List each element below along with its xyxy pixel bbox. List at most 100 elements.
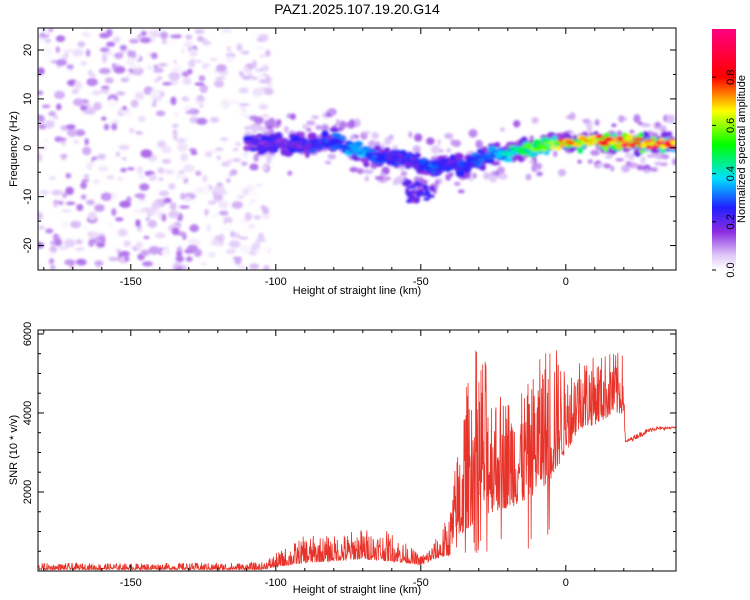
- snr-y-axis-label: SNR (10 * v/v): [8, 415, 20, 485]
- noise-speckle: [244, 212, 252, 222]
- halo-speckle: [498, 173, 508, 180]
- noise-speckle: [119, 200, 131, 208]
- ridge-blob: [260, 140, 269, 144]
- noise-speckle: [44, 120, 55, 129]
- noise-speckle: [80, 194, 87, 200]
- heatmap-y-tick-label: -20: [22, 238, 34, 254]
- halo-speckle: [371, 131, 380, 140]
- noise-speckle: [139, 183, 150, 191]
- noise-speckle: [61, 153, 66, 161]
- noise-speckle: [130, 99, 139, 108]
- ridge-blob: [554, 146, 562, 151]
- halo-speckle: [374, 176, 384, 180]
- ridge-blob: [503, 157, 513, 163]
- halo-speckle: [621, 165, 631, 173]
- noise-speckle: [124, 113, 135, 118]
- halo-speckle: [595, 163, 605, 168]
- noise-speckle: [142, 261, 153, 267]
- ridge-blob: [479, 150, 486, 155]
- ridge-blob: [526, 152, 536, 156]
- noise-speckle: [100, 192, 113, 201]
- halo-speckle: [430, 145, 441, 154]
- noise-speckle: [176, 137, 187, 144]
- ridge-blob: [454, 152, 464, 160]
- noise-speckle: [70, 220, 82, 229]
- ridge-blob: [291, 135, 302, 143]
- halo-speckle: [586, 124, 593, 134]
- ridge-blob: [602, 144, 609, 153]
- halo-speckle: [437, 138, 442, 146]
- noise-speckle: [111, 191, 117, 199]
- ridge-blob: [331, 138, 341, 142]
- ridge-blob: [615, 145, 622, 148]
- noise-speckle: [255, 68, 262, 73]
- halo-speckle: [605, 154, 613, 159]
- halo-speckle: [290, 113, 296, 120]
- ridge-blob: [243, 140, 253, 145]
- noise-speckle: [201, 40, 212, 46]
- snr-frame: [37, 329, 677, 572]
- noise-speckle: [216, 31, 223, 36]
- noise-speckle: [130, 64, 142, 69]
- noise-speckle: [138, 175, 146, 180]
- heatmap-layer: [38, 28, 676, 270]
- halo-speckle: [654, 121, 661, 128]
- noise-speckle: [258, 79, 270, 84]
- noise-speckle: [151, 102, 157, 108]
- noise-speckle: [134, 209, 142, 214]
- halo-speckle: [262, 163, 269, 172]
- noise-speckle: [80, 105, 88, 111]
- halo-speckle: [636, 164, 644, 171]
- ridge-blob: [518, 156, 524, 163]
- noise-speckle: [154, 200, 162, 204]
- noise-speckle: [54, 238, 63, 247]
- heatmap-y-tick-label: 10: [22, 93, 34, 105]
- heatmap-y-axis-label: Frequency (Hz): [8, 111, 20, 187]
- halo-speckle: [287, 170, 293, 176]
- noise-speckle: [241, 151, 250, 159]
- noise-speckle: [179, 205, 190, 209]
- noise-speckle: [67, 128, 77, 137]
- heatmap-x-tick-label: -100: [265, 276, 287, 288]
- noise-speckle: [65, 201, 76, 205]
- noise-speckle: [207, 251, 217, 258]
- noise-speckle: [135, 219, 141, 228]
- noise-speckle: [253, 215, 261, 220]
- noise-speckle: [258, 103, 268, 110]
- noise-speckle: [132, 66, 144, 76]
- noise-speckle: [86, 199, 95, 206]
- noise-speckle: [227, 35, 233, 41]
- noise-speckle: [50, 265, 56, 270]
- ridge-blob: [414, 180, 421, 187]
- colorbar-tick-label: 0.4: [725, 166, 737, 181]
- noise-speckle: [141, 123, 149, 132]
- noise-speckle: [252, 126, 257, 134]
- halo-speckle: [553, 150, 558, 158]
- ridge-blob: [658, 137, 665, 142]
- noise-speckle: [113, 36, 121, 44]
- heatmap-y-tick-label: 0: [22, 145, 34, 151]
- halo-speckle: [325, 112, 333, 117]
- noise-speckle: [137, 115, 146, 123]
- noise-speckle: [235, 257, 241, 262]
- halo-speckle: [468, 129, 478, 138]
- noise-speckle: [228, 173, 234, 177]
- heatmap-x-axis-label: Height of straight line (km): [293, 285, 421, 297]
- noise-speckle: [238, 87, 249, 94]
- noise-speckle: [209, 57, 218, 62]
- ridge-blob: [276, 142, 285, 147]
- halo-speckle: [643, 168, 651, 173]
- noise-speckle: [114, 52, 124, 59]
- ridge-blob: [616, 136, 624, 140]
- noise-speckle: [181, 96, 190, 102]
- noise-speckle: [226, 222, 231, 230]
- noise-speckle: [216, 155, 221, 160]
- noise-speckle: [60, 209, 72, 213]
- noise-speckle: [129, 38, 139, 44]
- noise-speckle: [43, 56, 51, 62]
- chart-title: PAZ1.2025.107.19.20.G14: [274, 1, 440, 17]
- noise-speckle: [214, 147, 224, 152]
- ridge-blob: [456, 171, 465, 178]
- noise-speckle: [256, 185, 262, 193]
- halo-speckle: [266, 156, 272, 164]
